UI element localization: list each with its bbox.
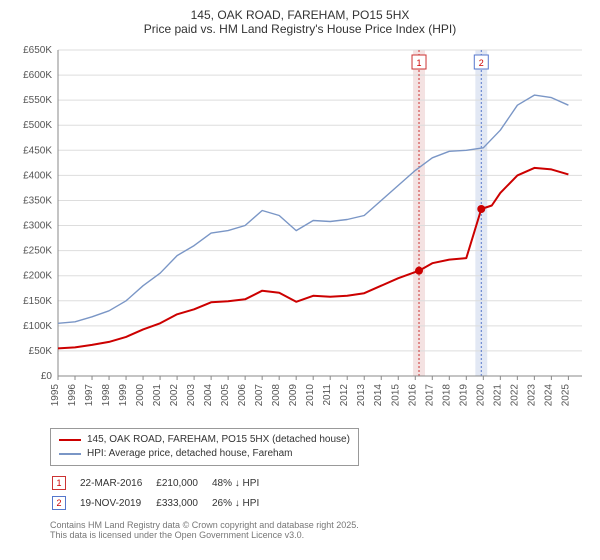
svg-text:£650K: £650K bbox=[23, 45, 52, 56]
svg-text:1998: 1998 bbox=[101, 384, 112, 407]
svg-text:2019: 2019 bbox=[458, 384, 469, 407]
svg-text:2004: 2004 bbox=[203, 384, 214, 407]
txn-price: £210,000 bbox=[156, 474, 210, 492]
svg-text:£0: £0 bbox=[41, 371, 53, 382]
svg-text:2008: 2008 bbox=[271, 384, 282, 407]
legend-item: 145, OAK ROAD, FAREHAM, PO15 5HX (detach… bbox=[59, 433, 350, 447]
txn-date: 19-NOV-2019 bbox=[80, 494, 154, 512]
svg-text:£400K: £400K bbox=[23, 170, 52, 181]
svg-text:£50K: £50K bbox=[29, 346, 53, 357]
svg-text:2000: 2000 bbox=[135, 384, 146, 407]
marker-badge: 1 bbox=[52, 476, 66, 490]
svg-text:£600K: £600K bbox=[23, 70, 52, 81]
transactions-table: 1 22-MAR-2016£210,00048% ↓ HPI 2 19-NOV-201… bbox=[50, 472, 273, 514]
svg-text:2012: 2012 bbox=[339, 384, 350, 407]
footer-attribution: Contains HM Land Registry data © Crown c… bbox=[50, 520, 590, 540]
svg-text:2018: 2018 bbox=[441, 384, 452, 407]
svg-text:1997: 1997 bbox=[84, 384, 95, 407]
footer-line2: This data is licensed under the Open Gov… bbox=[50, 530, 590, 540]
svg-text:£100K: £100K bbox=[23, 321, 52, 332]
svg-text:2015: 2015 bbox=[390, 384, 401, 407]
marker-badge: 2 bbox=[52, 496, 66, 510]
svg-text:2025: 2025 bbox=[560, 384, 571, 407]
svg-text:2020: 2020 bbox=[475, 384, 486, 407]
svg-text:2017: 2017 bbox=[424, 384, 435, 407]
svg-text:£550K: £550K bbox=[23, 95, 52, 106]
svg-text:2001: 2001 bbox=[152, 384, 163, 407]
svg-text:1995: 1995 bbox=[50, 384, 61, 407]
svg-text:2006: 2006 bbox=[237, 384, 248, 407]
legend-item: HPI: Average price, detached house, Fare… bbox=[59, 447, 350, 461]
legend-label: 145, OAK ROAD, FAREHAM, PO15 5HX (detach… bbox=[87, 433, 350, 447]
legend-label: HPI: Average price, detached house, Fare… bbox=[87, 447, 293, 461]
svg-text:2005: 2005 bbox=[220, 384, 231, 407]
chart-subtitle: Price paid vs. HM Land Registry's House … bbox=[10, 22, 590, 36]
txn-delta: 48% ↓ HPI bbox=[212, 474, 271, 492]
svg-text:£150K: £150K bbox=[23, 296, 52, 307]
svg-text:2009: 2009 bbox=[288, 384, 299, 407]
svg-text:2021: 2021 bbox=[492, 384, 503, 407]
table-row: 1 22-MAR-2016£210,00048% ↓ HPI bbox=[52, 474, 271, 492]
svg-text:2023: 2023 bbox=[526, 384, 537, 407]
footer-line1: Contains HM Land Registry data © Crown c… bbox=[50, 520, 590, 530]
svg-text:£350K: £350K bbox=[23, 195, 52, 206]
chart-title: 145, OAK ROAD, FAREHAM, PO15 5HX bbox=[10, 8, 590, 22]
legend-swatch bbox=[59, 439, 81, 441]
svg-text:2002: 2002 bbox=[169, 384, 180, 407]
svg-text:2003: 2003 bbox=[186, 384, 197, 407]
txn-price: £333,000 bbox=[156, 494, 210, 512]
svg-text:£250K: £250K bbox=[23, 246, 52, 257]
line-chart-svg: £0 £50K £100K £150K £200K £250K £300K £350K £400… bbox=[10, 42, 590, 422]
svg-text:2022: 2022 bbox=[509, 384, 520, 407]
svg-text:2016: 2016 bbox=[407, 384, 418, 407]
svg-text:£200K: £200K bbox=[23, 271, 52, 282]
txn-delta: 26% ↓ HPI bbox=[212, 494, 271, 512]
legend-swatch bbox=[59, 453, 81, 454]
svg-text:1996: 1996 bbox=[67, 384, 78, 407]
svg-text:£450K: £450K bbox=[23, 145, 52, 156]
svg-text:2011: 2011 bbox=[322, 384, 333, 406]
svg-text:2013: 2013 bbox=[356, 384, 367, 407]
svg-text:2014: 2014 bbox=[373, 384, 384, 407]
legend: 145, OAK ROAD, FAREHAM, PO15 5HX (detach… bbox=[50, 428, 359, 466]
chart-plot: £0 £50K £100K £150K £200K £250K £300K £350K £400… bbox=[10, 42, 590, 422]
svg-text:2010: 2010 bbox=[305, 384, 316, 407]
chart-container: 145, OAK ROAD, FAREHAM, PO15 5HX Price p… bbox=[0, 0, 600, 560]
svg-text:2007: 2007 bbox=[254, 384, 265, 407]
svg-text:2024: 2024 bbox=[543, 384, 554, 407]
txn-date: 22-MAR-2016 bbox=[80, 474, 154, 492]
table-row: 2 19-NOV-2019£333,00026% ↓ HPI bbox=[52, 494, 271, 512]
svg-text:1999: 1999 bbox=[118, 384, 129, 407]
svg-text:1: 1 bbox=[417, 58, 422, 68]
svg-text:£300K: £300K bbox=[23, 221, 52, 232]
svg-text:£500K: £500K bbox=[23, 120, 52, 131]
svg-text:2: 2 bbox=[479, 58, 484, 68]
